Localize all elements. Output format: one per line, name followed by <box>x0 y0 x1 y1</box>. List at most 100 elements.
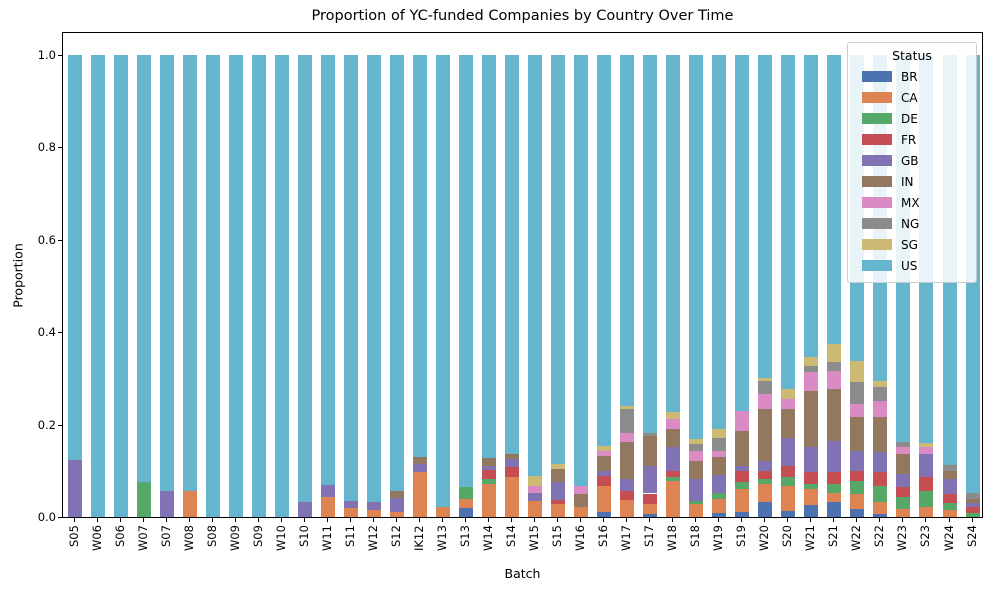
bar-segment-W21-GB <box>804 447 819 473</box>
bar-segment-S23-GB <box>919 454 934 478</box>
bar-segment-IK12-GB <box>412 463 427 473</box>
x-tick-label-W22: W22 <box>849 525 864 552</box>
bar-segment-IK12-IN <box>412 457 427 464</box>
x-tick-label-S12: S12 <box>388 525 403 547</box>
bar-segment-W20-US <box>758 55 773 379</box>
bar-segment-W08-CA <box>182 491 197 517</box>
x-tick-mark <box>441 518 443 522</box>
bar-segment-W18-GB <box>666 447 681 471</box>
bar-segment-S19-FR <box>735 470 750 483</box>
bar-segment-S17-IN <box>643 435 658 466</box>
x-tick-mark <box>188 518 190 522</box>
x-tick-label-W20: W20 <box>757 525 772 552</box>
bar-segment-S21-MX <box>827 370 842 389</box>
bar-segment-W07-US <box>136 55 151 482</box>
chart-title: Proportion of YC-funded Companies by Cou… <box>311 8 734 24</box>
bar-segment-W20-GB <box>758 460 773 471</box>
bar-segment-W18-US <box>666 55 681 413</box>
x-tick-label-W14: W14 <box>481 525 495 552</box>
bar-segment-W11-CA <box>320 497 335 517</box>
legend-entry-MX: MX <box>848 192 976 213</box>
bar-segment-S18-SG <box>689 438 704 444</box>
legend-entry-GB: GB <box>848 150 976 171</box>
bar-segment-W15-GB <box>528 492 542 501</box>
bar-segment-W20-FR <box>758 470 773 480</box>
bar-segment-S07-GB <box>159 491 174 517</box>
bar-segment-S24-GB <box>965 503 980 508</box>
bar-segment-W24-GB <box>942 479 957 495</box>
bar-segment-W11-US <box>320 55 335 486</box>
bar-segment-W11-GB <box>320 485 335 498</box>
x-tick-mark <box>948 518 950 522</box>
legend-label: US <box>901 258 918 273</box>
y-tick-label: 0.4 <box>37 325 56 340</box>
bar-segment-W23-IN <box>896 454 911 474</box>
bar-segment-S15-FR <box>551 500 565 505</box>
bar-segment-W23-CA <box>896 509 911 517</box>
bar-segment-S22-CA <box>873 502 888 515</box>
x-tick-mark <box>326 518 328 522</box>
x-tick-label-W15: W15 <box>527 525 541 552</box>
bar-segment-S19-MX <box>735 410 750 431</box>
y-tick-label: 1.0 <box>37 48 56 62</box>
y-tick-mark <box>58 424 62 426</box>
x-tick-mark <box>418 518 420 522</box>
x-tick-label-W19: W19 <box>711 525 726 552</box>
bar-segment-W20-CA <box>758 484 773 503</box>
x-tick-mark <box>165 518 167 522</box>
legend-label: MX <box>901 195 920 210</box>
legend-label: GB <box>901 153 919 168</box>
legend-entry-FR: FR <box>848 129 976 150</box>
x-tick-mark <box>257 518 259 522</box>
bar-segment-S16-MX <box>597 450 612 456</box>
bar-segment-W17-CA <box>620 499 635 517</box>
x-tick-label-W21: W21 <box>803 525 818 552</box>
bar-segment-S17-FR <box>643 493 658 505</box>
x-tick-label-S05: S05 <box>66 525 81 547</box>
bar-segment-S22-SG <box>873 380 888 388</box>
bar-segment-W16-US <box>574 55 589 486</box>
bar-segment-W14-IN <box>482 458 496 467</box>
bar-segment-W14-GB <box>482 466 496 470</box>
bar-segment-W18-CA <box>666 480 681 517</box>
bar-segment-S14-US <box>505 55 519 455</box>
bar-segment-S09-US <box>251 55 266 517</box>
legend-swatch-BR <box>862 71 892 82</box>
x-tick-label-W06: W06 <box>89 525 104 552</box>
bar-segment-IK12-CA <box>412 472 427 517</box>
bar-segment-S22-FR <box>873 472 888 486</box>
x-tick-mark <box>534 518 535 522</box>
legend-swatch-NG <box>862 218 892 229</box>
x-tick-label-W10: W10 <box>273 525 288 552</box>
bar-segment-W19-IN <box>712 456 727 475</box>
bar-segment-W18-IN <box>666 429 681 448</box>
legend-swatch-SG <box>862 239 892 250</box>
bar-segment-W19-SG <box>712 429 727 438</box>
legend-swatch-GB <box>862 155 892 166</box>
x-tick-mark <box>73 518 75 522</box>
bar-segment-S14-FR <box>505 467 519 478</box>
bar-segment-S23-MX <box>919 447 934 455</box>
bar-segment-S22-DE <box>873 485 888 503</box>
x-tick-mark <box>603 518 605 522</box>
x-tick-label-W11: W11 <box>319 525 334 552</box>
x-tick-label-S20: S20 <box>780 525 795 547</box>
bar-segment-S21-IN <box>827 389 842 441</box>
bar-segment-S18-DE <box>689 500 704 505</box>
bar-segment-W12-GB <box>366 501 381 510</box>
bar-segment-W17-US <box>620 55 635 406</box>
bar-segment-S20-MX <box>781 399 796 409</box>
x-tick-label-W09: W09 <box>227 525 242 552</box>
bar-segment-S19-CA <box>735 488 750 512</box>
x-tick-mark <box>971 518 973 522</box>
bar-segment-S24-NG <box>965 493 980 499</box>
x-tick-label-W07: W07 <box>135 525 150 552</box>
x-tick-mark <box>672 518 674 522</box>
x-tick-mark <box>787 518 789 522</box>
bar-segment-W19-MX <box>712 450 727 457</box>
x-tick-label-S14: S14 <box>504 525 518 547</box>
x-tick-label-S06: S06 <box>112 525 127 547</box>
x-tick-mark <box>718 518 720 522</box>
bar-segment-S19-DE <box>735 482 750 489</box>
